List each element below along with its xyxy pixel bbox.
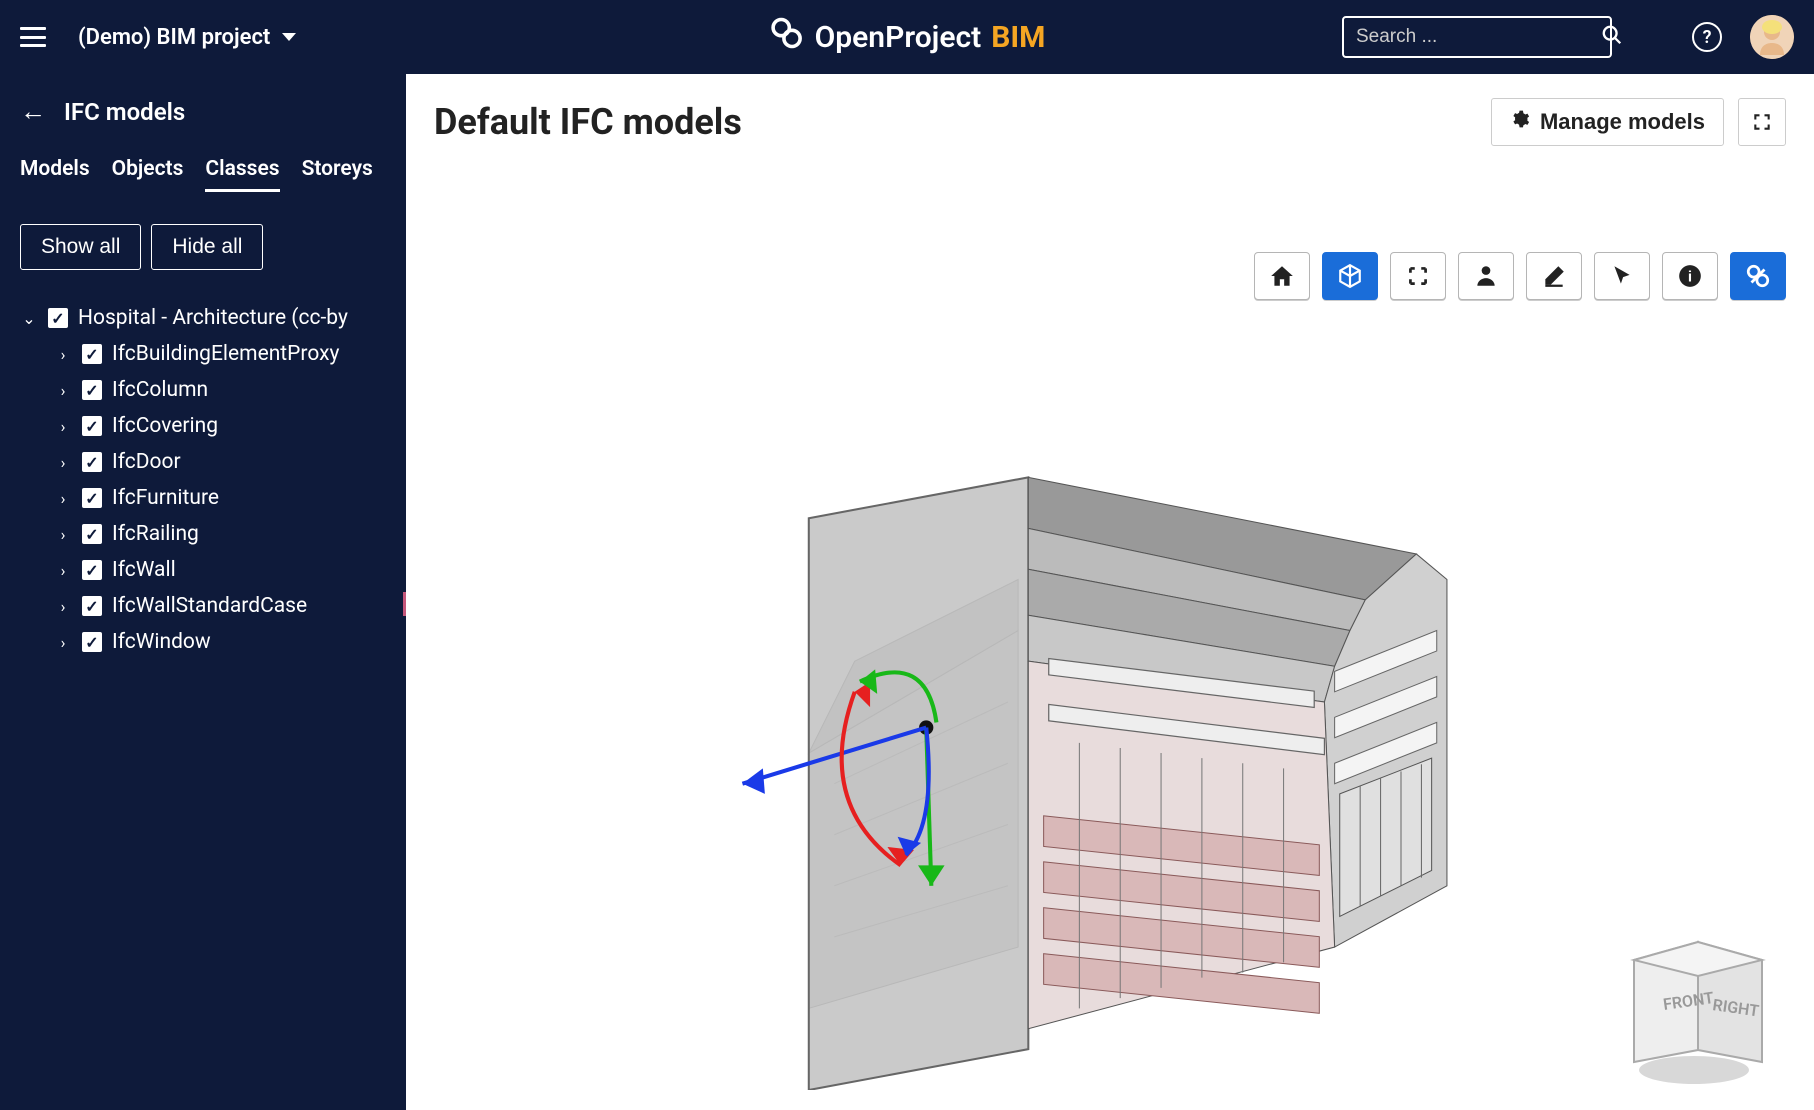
tree-node[interactable]: › ✓ IfcWall — [20, 552, 386, 588]
tree-node[interactable]: › ✓ IfcDoor — [20, 444, 386, 480]
checkbox[interactable]: ✓ — [82, 596, 102, 616]
tree-node[interactable]: › ✓ IfcRailing — [20, 516, 386, 552]
tree-node-label: IfcWall — [112, 558, 176, 582]
show-all-button[interactable]: Show all — [20, 224, 141, 270]
tree-node-label: IfcFurniture — [112, 486, 219, 510]
chevron-right-icon[interactable]: › — [54, 489, 72, 508]
tree-node-label: IfcBuildingElementProxy — [112, 342, 339, 366]
user-avatar[interactable] — [1750, 15, 1794, 59]
tool-eraser[interactable] — [1526, 252, 1582, 300]
checkbox[interactable]: ✓ — [82, 488, 102, 508]
tool-cursor[interactable] — [1594, 252, 1650, 300]
tree-node-label: IfcWindow — [112, 630, 211, 654]
tool-home[interactable] — [1254, 252, 1310, 300]
section-plane[interactable] — [809, 477, 1029, 1090]
tree-node[interactable]: › ✓ IfcFurniture — [20, 480, 386, 516]
svg-text:i: i — [1688, 268, 1692, 285]
apps-icon[interactable] — [1640, 25, 1664, 49]
tool-person[interactable] — [1458, 252, 1514, 300]
chevron-right-icon[interactable]: › — [54, 633, 72, 652]
checkbox[interactable]: ✓ — [48, 308, 68, 328]
chevron-right-icon[interactable]: › — [54, 597, 72, 616]
help-icon[interactable]: ? — [1692, 22, 1722, 52]
tab-objects[interactable]: Objects — [112, 157, 184, 192]
tree-node[interactable]: › ✓ IfcColumn — [20, 372, 386, 408]
tool-fit[interactable] — [1390, 252, 1446, 300]
hamburger-menu[interactable] — [20, 27, 46, 47]
tab-models[interactable]: Models — [20, 157, 90, 192]
chevron-right-icon[interactable]: › — [54, 417, 72, 436]
manage-models-label: Manage models — [1540, 109, 1705, 135]
tree-node-label: IfcCovering — [112, 414, 218, 438]
viewer-toolbar: i — [1254, 252, 1786, 300]
tree-node[interactable]: › ✓ IfcBuildingElementProxy — [20, 336, 386, 372]
tab-classes[interactable]: Classes — [205, 157, 279, 192]
tree-root[interactable]: ⌄ ✓ Hospital - Architecture (cc-by — [20, 300, 386, 336]
brand-logo[interactable]: OpenProject BIM — [769, 15, 1046, 59]
sidebar: ← IFC models Models Objects Classes Stor… — [0, 74, 406, 1110]
tree-root-label: Hospital - Architecture (cc-by — [78, 306, 348, 330]
tree-node-label: IfcDoor — [112, 450, 181, 474]
checkbox[interactable]: ✓ — [82, 632, 102, 652]
fullscreen-button[interactable] — [1738, 98, 1786, 146]
checkbox[interactable]: ✓ — [82, 524, 102, 544]
chevron-right-icon[interactable]: › — [54, 345, 72, 364]
sidebar-title: IFC models — [64, 98, 185, 126]
tree-node-label: IfcRailing — [112, 522, 199, 546]
sidebar-tabs: Models Objects Classes Storeys — [20, 157, 386, 192]
page-title: Default IFC models — [434, 101, 742, 143]
tree-node[interactable]: › ✓ IfcWallStandardCase — [20, 588, 386, 624]
ifc-tree: ⌄ ✓ Hospital - Architecture (cc-by › ✓ Ifc… — [20, 300, 386, 660]
search-input[interactable] — [1356, 26, 1601, 48]
tool-info[interactable]: i — [1662, 252, 1718, 300]
brand-suffix: BIM — [991, 20, 1045, 55]
tab-storeys[interactable]: Storeys — [302, 157, 373, 192]
brand-icon — [769, 15, 805, 59]
chevron-right-icon[interactable]: › — [54, 381, 72, 400]
chevron-right-icon[interactable]: › — [54, 453, 72, 472]
chevron-down-icon[interactable]: ⌄ — [20, 309, 38, 328]
gear-icon — [1510, 109, 1530, 135]
topbar: (Demo) BIM project OpenProject BIM ? — [0, 0, 1814, 74]
sidebar-header: ← IFC models — [20, 96, 386, 127]
search-box[interactable] — [1342, 16, 1612, 58]
tree-node[interactable]: › ✓ IfcWindow — [20, 624, 386, 660]
search-icon — [1601, 24, 1623, 50]
chevron-right-icon[interactable]: › — [54, 561, 72, 580]
brand-text: OpenProject — [815, 20, 982, 55]
3d-viewport[interactable] — [446, 314, 1774, 1090]
chevron-right-icon[interactable]: › — [54, 525, 72, 544]
tree-node[interactable]: › ✓ IfcCovering — [20, 408, 386, 444]
main-content: Default IFC models Manage models — [406, 74, 1814, 1110]
checkbox[interactable]: ✓ — [82, 344, 102, 364]
tool-cube[interactable] — [1322, 252, 1378, 300]
tree-node-label: IfcColumn — [112, 378, 208, 402]
building-model[interactable] — [1028, 477, 1447, 1028]
navigation-cube[interactable]: FRONT RIGHT — [1604, 910, 1784, 1090]
tree-node-label: IfcWallStandardCase — [112, 594, 307, 618]
tool-section[interactable] — [1730, 252, 1786, 300]
checkbox[interactable]: ✓ — [82, 452, 102, 472]
manage-models-button[interactable]: Manage models — [1491, 98, 1724, 146]
checkbox[interactable]: ✓ — [82, 380, 102, 400]
project-name: (Demo) BIM project — [78, 25, 270, 50]
caret-down-icon — [282, 33, 296, 41]
back-arrow-icon[interactable]: ← — [20, 96, 46, 127]
checkbox[interactable]: ✓ — [82, 560, 102, 580]
checkbox[interactable]: ✓ — [82, 416, 102, 436]
hide-all-button[interactable]: Hide all — [151, 224, 263, 270]
project-selector[interactable]: (Demo) BIM project — [78, 25, 296, 50]
